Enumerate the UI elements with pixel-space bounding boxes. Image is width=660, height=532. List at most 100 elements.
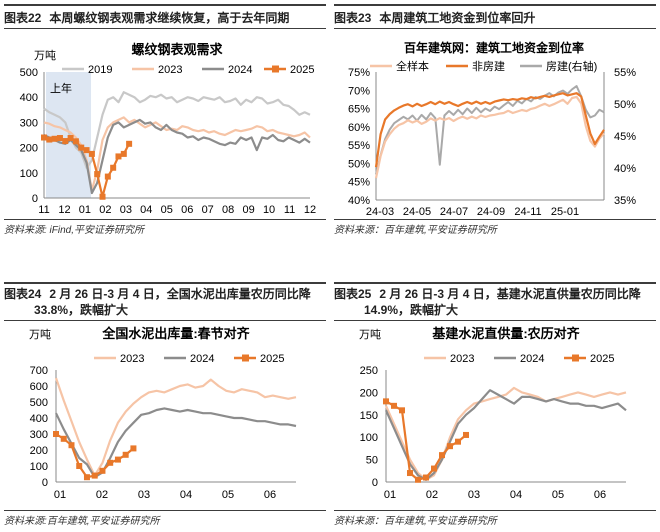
series-2025-point — [431, 465, 437, 472]
y-tick-label: 100 — [20, 168, 38, 180]
unit-label: 万吨 — [34, 49, 56, 62]
x-tick-label: 10 — [263, 204, 275, 216]
series-2025 — [55, 433, 135, 479]
y-tick-label-right: 45% — [614, 131, 636, 143]
series-2025-point — [107, 459, 114, 466]
legend-res-label: 房建(右轴) — [546, 59, 597, 73]
series-2025-point — [391, 402, 397, 409]
unit-label: 万吨 — [29, 328, 51, 341]
legend-2025-marker — [572, 354, 579, 362]
x-tick-label: 12 — [304, 204, 316, 216]
header-rule — [4, 28, 326, 29]
panel-25: 图表25 2 月 26 日-3 月 4 日，基建水泥直供量农历同比降 14.9%，… — [334, 282, 656, 528]
y-tick-label-left: 65% — [348, 104, 370, 116]
header-rule — [334, 28, 656, 29]
series-2025-point — [114, 456, 121, 463]
x-tick-label: 24-11 — [514, 206, 541, 218]
header-rule — [334, 4, 656, 6]
series-2025-point — [455, 438, 461, 445]
series-2025-point — [126, 140, 133, 147]
figure-title-line1: 2 月 26 日-3 月 4 日，基建水泥直供量农历同比降 — [379, 287, 641, 301]
series-2025-point — [439, 452, 445, 459]
x-tick-label: 05 — [552, 489, 564, 501]
legend-2024-label: 2024 — [520, 353, 544, 365]
x-tick-label: 05 — [222, 489, 234, 501]
chart-title: 百年建筑网：建筑工地资金到位率 — [404, 40, 584, 55]
chart-title: 全国水泥出库量:春节对齐 — [101, 326, 250, 341]
series-2025-point — [99, 193, 106, 200]
figure-header: 图表22 本周螺纹钢表观需求继续恢复，高于去年同期 — [4, 10, 326, 26]
x-tick-label: 02 — [96, 489, 108, 501]
panel-23: 图表23 本周建筑工地资金到位率回升 百年建筑网：建筑工地资金到位率 全样本 非房建 房… — [334, 4, 656, 236]
y-tick-label: 0 — [32, 193, 38, 205]
series-2025-point — [68, 442, 75, 449]
y-tick-label: 150 — [360, 410, 378, 422]
x-tick-label: 01 — [54, 489, 66, 501]
y-tick-label: 200 — [30, 445, 48, 457]
series-2025-point — [423, 474, 429, 481]
figure-title: 本周螺纹钢表观需求继续恢复，高于去年同期 — [49, 11, 290, 25]
chart-title: 基建水泥直供量:农历对齐 — [431, 326, 580, 341]
series-res — [375, 85, 605, 175]
series-2025-point — [76, 463, 83, 469]
series-2025-point — [83, 147, 90, 154]
x-tick-label: 11 — [38, 204, 49, 216]
y-tick-label: 200 — [20, 143, 38, 155]
series-2025-point — [383, 398, 389, 405]
figure-header: 图表25 2 月 26 日-3 月 4 日，基建水泥直供量农历同比降 14.9%，… — [334, 286, 656, 318]
x-tick-label: 04 — [140, 204, 152, 216]
x-tick-label: 06 — [181, 204, 193, 216]
figure-title-line2: 33.8%，跌幅扩大 — [34, 303, 129, 317]
series-2025-point — [60, 435, 67, 442]
series-2025-point — [407, 470, 413, 477]
series-2025-point — [94, 171, 101, 178]
y-tick-label-left: 70% — [348, 85, 370, 97]
series-2025-point — [399, 407, 405, 414]
series-2025-point — [41, 134, 47, 141]
series-nonres — [374, 92, 605, 168]
x-tick-label: 03 — [468, 489, 480, 501]
y-tick-label: 400 — [30, 413, 48, 425]
x-tick-label: 24-07 — [440, 206, 468, 218]
x-tick-label: 02 — [426, 489, 438, 501]
series-2025-point — [115, 153, 122, 160]
legend-2025-label: 2025 — [260, 353, 284, 365]
figure-title-line1: 2 月 26 日-3 月 4 日，全国水泥出库量农历同比降 — [49, 287, 311, 301]
y-tick-label: 300 — [30, 429, 48, 441]
y-tick-label-right: 50% — [614, 99, 636, 111]
y-tick-label-right: 40% — [614, 163, 636, 175]
source-note: 资料来源：百年建筑,平安证券研究所 — [334, 225, 497, 236]
series-2025-point — [62, 138, 69, 145]
legend-2023-label: 2023 — [450, 353, 474, 365]
series-2025-point — [67, 135, 74, 142]
series-2025-point — [72, 138, 79, 145]
y-tick-label-left: 40% — [348, 195, 370, 207]
y-tick-label-right: 55% — [614, 67, 636, 79]
figure-title-line2: 14.9%，跌幅扩大 — [364, 303, 459, 317]
source-note: 资料来源:百年建筑,平安证券研究所 — [4, 516, 160, 527]
series-2025-point — [463, 431, 469, 438]
y-tick-label: 250 — [360, 365, 378, 377]
y-tick-label: 400 — [20, 92, 38, 104]
legend-2025-marker — [242, 354, 249, 362]
y-tick-label: 50 — [366, 455, 378, 467]
header-rule — [4, 282, 326, 284]
y-tick-label: 100 — [360, 432, 378, 444]
x-tick-label: 08 — [222, 204, 234, 216]
x-tick-label: 04 — [180, 489, 192, 501]
footer-rule — [334, 219, 656, 220]
source-note: 资料来源：百年建筑,平安证券研究所 — [334, 516, 497, 527]
legend-2025-label: 2025 — [290, 64, 314, 76]
footer-rule — [4, 219, 326, 220]
series-2025 — [385, 400, 467, 481]
header-rule — [4, 4, 326, 6]
series-2025-point — [46, 136, 53, 143]
series-2025-point — [83, 474, 90, 481]
panel-22: 图表22 本周螺纹钢表观需求继续恢复，高于去年同期 螺纹钢表观需求 万吨 上年 0 100… — [4, 4, 326, 236]
legend-2023-label: 2023 — [158, 64, 182, 76]
y-tick-label: 600 — [30, 381, 48, 393]
series-2025-point — [104, 173, 111, 180]
series-2025-point — [415, 476, 421, 483]
